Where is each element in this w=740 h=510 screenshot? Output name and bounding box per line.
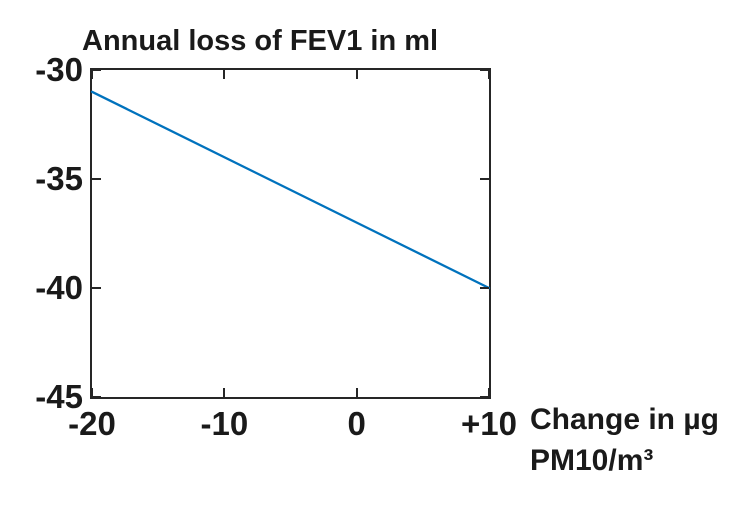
tick-mark <box>223 388 226 397</box>
tick-mark <box>488 70 490 79</box>
tick-mark <box>92 178 101 180</box>
x-tick-label: -20 <box>68 405 116 442</box>
tick-mark <box>223 70 226 79</box>
x-axis-label-line2: PM10/m³ <box>530 444 654 477</box>
tick-mark <box>91 70 93 79</box>
tick-mark <box>480 287 489 289</box>
x-tick-label: -10 <box>200 405 249 442</box>
y-tick-label: -35 <box>35 159 83 197</box>
x-tick-label: 0 <box>347 405 366 442</box>
tick-mark <box>92 396 101 398</box>
y-tick-label: -30 <box>35 50 83 88</box>
tick-mark <box>91 388 93 397</box>
fev1-loss-line-series <box>90 90 491 290</box>
tick-mark <box>488 388 490 397</box>
chart-title: Annual loss of FEV1 in ml <box>82 25 439 57</box>
x-tick-label: +10 <box>461 405 517 442</box>
tick-mark <box>480 396 489 398</box>
line-plot-svg <box>90 90 491 290</box>
y-tick-label: -45 <box>35 377 83 415</box>
tick-mark <box>355 70 358 79</box>
x-axis-label-line1: Change in µg <box>530 403 719 436</box>
tick-mark <box>355 388 358 397</box>
plot-area <box>90 68 491 399</box>
tick-mark <box>92 69 101 71</box>
y-tick-label: -40 <box>35 268 83 306</box>
tick-mark <box>480 178 489 180</box>
tick-mark <box>92 287 101 289</box>
x-axis-label: Change in µg PM10/m³ <box>530 399 719 481</box>
tick-mark <box>480 69 489 71</box>
